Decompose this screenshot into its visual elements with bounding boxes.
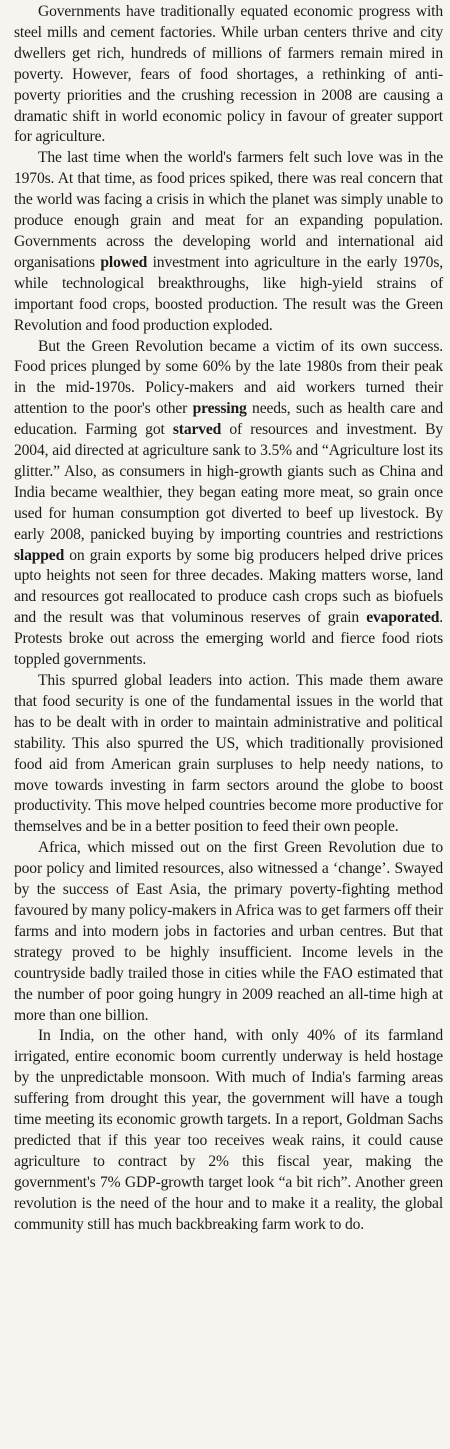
- bold-term: slapped: [14, 546, 65, 564]
- paragraph-1: Governments have traditionally equated e…: [14, 2, 443, 148]
- bold-term: evaporated: [366, 609, 440, 627]
- paragraph-3: But the Green Revolution became a victim…: [14, 337, 443, 672]
- paragraph-2: The last time when the world's farmers f…: [14, 148, 443, 336]
- paragraph-text: The last time when the world's farmers f…: [14, 149, 443, 271]
- bold-term: pressing: [192, 400, 247, 418]
- paragraph-text: on grain exports by some big producers h…: [14, 546, 443, 627]
- paragraph-6: In India, on the other hand, with only 4…: [14, 1026, 443, 1235]
- paragraph-4: This spurred global leaders into action.…: [14, 671, 443, 838]
- paragraph-text: But the Green Revolution became a victim…: [14, 337, 443, 418]
- article-body: Governments have traditionally equated e…: [14, 2, 443, 1235]
- bold-term: plowed: [100, 253, 148, 271]
- paragraph-text: In India, on the other hand, with only 4…: [14, 1027, 443, 1233]
- bold-term: starved: [172, 421, 222, 439]
- paragraph-text: Governments have traditionally equated e…: [14, 3, 443, 146]
- paragraph-text: Africa, which missed out on the first Gr…: [14, 839, 443, 1024]
- paragraph-text: . Protests broke out across the emerging…: [14, 609, 443, 669]
- paragraph-text: investment into agriculture in the early…: [14, 253, 443, 334]
- paragraph-text: needs, such as health care and education…: [14, 400, 443, 439]
- paragraph-text: This spurred global leaders into action.…: [14, 672, 443, 836]
- paragraph-text: of resources and investment. By 2004, ai…: [14, 421, 443, 543]
- paragraph-5: Africa, which missed out on the first Gr…: [14, 838, 443, 1026]
